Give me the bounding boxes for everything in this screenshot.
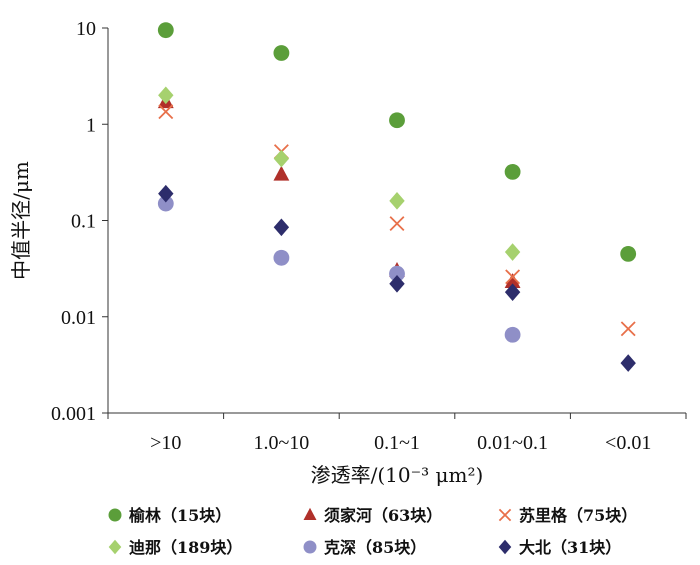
data-point <box>620 354 636 372</box>
legend-label: 榆林（15块） <box>129 506 231 525</box>
series-2 <box>158 104 636 337</box>
legend-marker <box>498 508 512 522</box>
data-point <box>157 195 174 212</box>
legend-marker <box>303 507 317 520</box>
data-point <box>504 273 521 288</box>
data-point <box>389 216 405 231</box>
data-point <box>504 283 521 301</box>
legend-label: 大北（31块） <box>519 538 621 557</box>
data-point <box>157 22 174 39</box>
legend-marker <box>303 540 317 554</box>
series-5 <box>158 184 636 372</box>
data-point <box>389 192 405 210</box>
data-point <box>273 249 290 266</box>
y-tick-label: 0.001 <box>51 403 96 425</box>
y-tick-label: 1 <box>86 114 96 136</box>
series-0 <box>157 22 637 262</box>
legend-label: 迪那（189块） <box>129 538 242 557</box>
x-tick-label: 0.01~0.1 <box>477 432 548 454</box>
series-4 <box>157 195 521 343</box>
legend-marker <box>498 539 512 555</box>
data-point <box>389 112 405 129</box>
legend-label: 苏里格（75块） <box>519 506 637 525</box>
x-axis-ticks: >10 1.0~10 0.1~1 0.01~0.1 <0.01 <box>107 413 687 454</box>
y-axis-label: 中值半径/μm <box>9 161 33 280</box>
axes <box>107 28 686 414</box>
legend-marker <box>108 508 122 522</box>
data-point <box>505 269 521 285</box>
data-point <box>273 149 290 168</box>
data-point <box>504 243 521 261</box>
x-tick-label: 0.1~1 <box>374 432 420 454</box>
series-3 <box>158 86 521 261</box>
data-point <box>389 274 405 293</box>
x-tick-label: <0.01 <box>605 432 651 454</box>
data-point <box>273 218 290 237</box>
y-tick-label: 0.01 <box>61 307 96 329</box>
legend: 榆林（15块） 须家河（63块） 苏里格（75块） 迪那（189块） 克深（85块） 大北… <box>108 506 637 557</box>
data-point <box>504 163 521 180</box>
data-point <box>504 326 521 343</box>
legend-marker <box>108 539 122 555</box>
y-tick-label: 0.1 <box>71 211 96 233</box>
x-tick-label: >10 <box>150 432 181 454</box>
x-axis-label: 渗透率/(10⁻³ μm²) <box>311 463 484 487</box>
data-point <box>620 245 637 262</box>
y-tick-label: 10 <box>76 18 96 40</box>
legend-label: 克深（85块） <box>324 538 426 557</box>
data-point <box>273 165 290 181</box>
data-point <box>389 265 405 282</box>
data-point <box>158 86 174 105</box>
data-point <box>158 184 174 203</box>
data-point <box>620 321 636 337</box>
x-tick-label: 1.0~10 <box>253 432 309 454</box>
data-point <box>158 104 174 120</box>
data-points <box>157 22 637 372</box>
series-1 <box>157 93 521 288</box>
y-axis-ticks: 0.001 0.01 0.1 1 10 <box>51 18 108 425</box>
legend-label: 须家河（63块） <box>324 506 442 525</box>
data-point <box>273 45 290 61</box>
